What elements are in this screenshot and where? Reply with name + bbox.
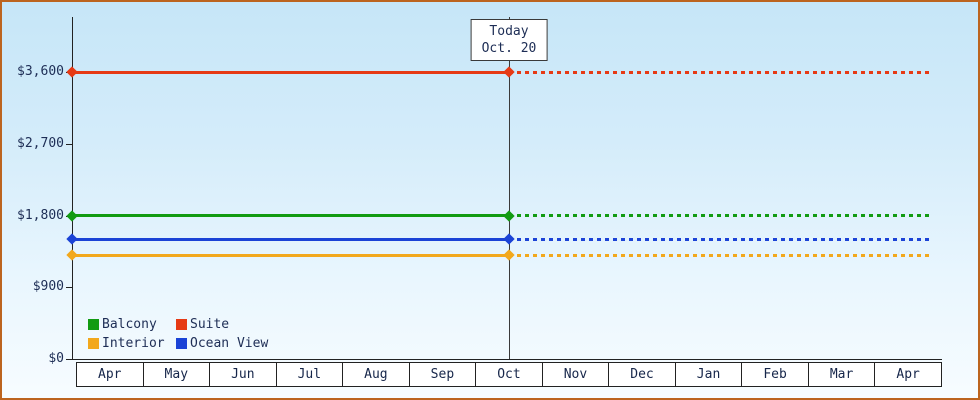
y-tick-mark: [66, 287, 72, 289]
series-line-solid-interior: [72, 253, 509, 257]
legend-item-interior: Interior: [88, 336, 174, 351]
legend-swatch-balcony: [88, 319, 99, 330]
series-marker-balcony: [66, 209, 78, 222]
legend-item-ocean-view: Ocean View: [176, 336, 268, 351]
today-annotation-line2: Oct. 20: [481, 41, 537, 56]
plot-area: Balcony Suite Interior Ocean View: [66, 17, 934, 359]
month-cell: Jul: [275, 363, 343, 386]
series-line-dotted-balcony: [509, 214, 932, 217]
month-cell: Aug: [342, 363, 409, 386]
legend-label: Suite: [190, 317, 230, 332]
series-line-dotted-ocean-view: [509, 237, 932, 241]
month-cell: Apr: [98, 367, 122, 382]
month-cell: Nov: [541, 363, 609, 386]
series-marker-interior: [503, 249, 515, 262]
series-line-solid-balcony: [72, 214, 509, 217]
month-cell: Mar: [807, 363, 875, 386]
month-cell: Apr: [874, 363, 941, 386]
y-tick-mark: [66, 143, 72, 145]
today-vertical-line: [509, 17, 510, 359]
y-tick-label: $3,600: [17, 64, 64, 79]
legend-swatch-interior: [88, 338, 99, 349]
series-marker-interior: [66, 249, 78, 262]
month-cell: May: [142, 363, 210, 386]
series-marker-balcony: [503, 209, 515, 222]
x-axis-month-row: Apr May Jun Jul Aug Sep Oct Nov Dec Jan …: [76, 362, 942, 387]
legend: Balcony Suite Interior Ocean View: [88, 317, 268, 351]
series-line-solid-ocean-view: [72, 237, 509, 241]
series-line-solid-suite: [72, 70, 509, 74]
today-annotation-line1: Today: [489, 24, 529, 39]
y-tick-label: $2,700: [17, 135, 64, 151]
series-marker-suite: [503, 66, 515, 78]
legend-swatch-ocean-view: [176, 338, 187, 349]
legend-label: Interior: [102, 336, 165, 351]
legend-item-suite: Suite: [176, 317, 268, 332]
y-tick-label: $900: [32, 279, 64, 295]
month-cell: Jan: [674, 363, 742, 386]
series-line-dotted-suite: [509, 70, 932, 74]
month-cell: Oct: [475, 363, 542, 386]
y-tick-mark: [66, 359, 72, 360]
series-marker-suite: [66, 66, 78, 78]
legend-swatch-suite: [176, 319, 187, 330]
month-cell: Sep: [408, 363, 476, 386]
series-marker-ocean-view: [66, 233, 78, 246]
month-cell: Feb: [741, 363, 808, 386]
y-tick-label: $0: [48, 351, 64, 366]
legend-item-balcony: Balcony: [88, 317, 174, 332]
legend-label: Ocean View: [190, 336, 269, 351]
month-cell: Jun: [209, 363, 276, 386]
y-axis-line: [72, 17, 73, 360]
series-line-dotted-interior: [509, 253, 932, 257]
month-cell: Dec: [608, 363, 675, 386]
series-marker-ocean-view: [503, 233, 515, 246]
y-tick-label: $1,800: [17, 207, 64, 223]
legend-label: Balcony: [102, 317, 157, 332]
today-annotation: Today Oct. 20: [470, 19, 548, 61]
x-axis-line: [72, 359, 942, 360]
